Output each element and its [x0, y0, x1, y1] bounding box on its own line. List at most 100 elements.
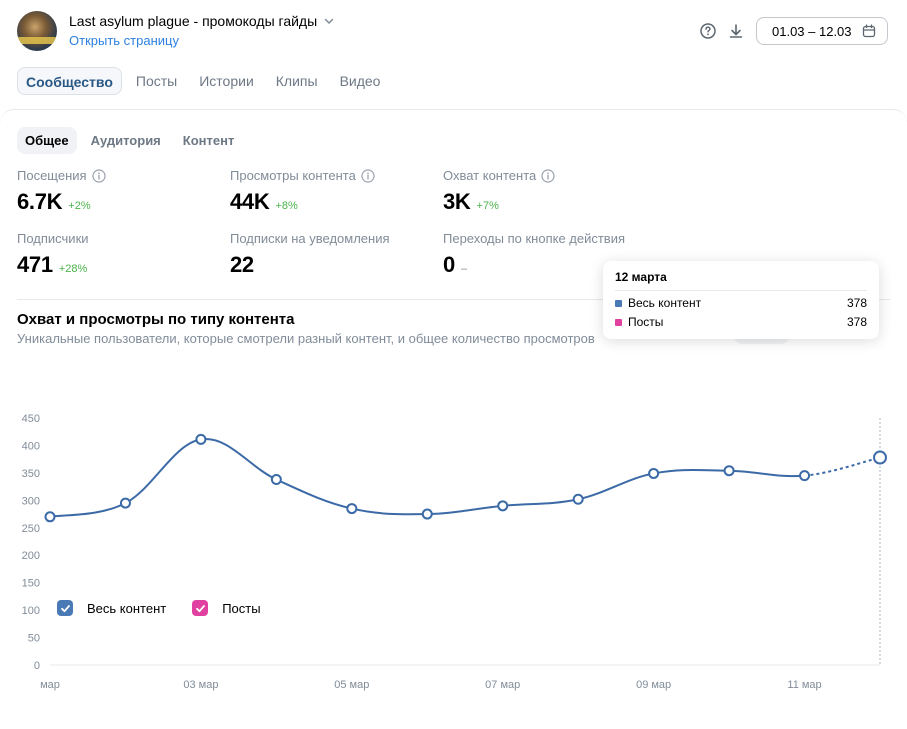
subtab-content[interactable]: Контент: [182, 133, 235, 148]
tooltip-title: 12 марта: [615, 270, 867, 291]
divider: [17, 299, 890, 300]
metric-delta: –: [460, 263, 468, 275]
info-icon[interactable]: [361, 168, 375, 183]
tooltip-row-label: Весь контент: [628, 296, 702, 310]
metric-value: 6.7K: [17, 189, 63, 214]
tab-video[interactable]: Видео: [339, 73, 381, 89]
open-page-link[interactable]: Открыть страницу: [69, 33, 179, 48]
tooltip-row-posts: Посты 378: [615, 315, 867, 329]
download-icon[interactable]: [727, 22, 745, 40]
y-tick-label: 100: [22, 605, 40, 617]
help-icon[interactable]: [699, 22, 717, 40]
metric-notification-subs: Подписки на уведомления 22: [230, 231, 390, 278]
metric-delta: +7%: [476, 200, 499, 212]
metric-action-clicks: Переходы по кнопке действия 0–: [443, 231, 625, 278]
x-tick-label: 05 мар: [334, 679, 369, 691]
metric-label: Подписки на уведомления: [230, 231, 390, 246]
main-tabs: Сообщество Посты Истории Клипы Видео: [17, 67, 394, 95]
metric-content-reach: Охват контента 3K +7%: [443, 168, 555, 215]
subtab-audience[interactable]: Аудитория: [90, 133, 161, 148]
data-point: [119, 497, 131, 509]
sub-tabs: Общее Аудитория Контент: [17, 127, 248, 154]
community-title-row[interactable]: Last asylum plague - промокоды гайды: [69, 13, 335, 29]
y-tick-label: 350: [22, 468, 40, 480]
chart-tooltip: 12 марта Весь контент 378 Посты 378: [603, 261, 879, 339]
data-point: [195, 433, 207, 445]
data-point: [799, 470, 811, 482]
metric-value: 44K: [230, 189, 270, 214]
metric-delta: +2%: [68, 200, 91, 212]
y-tick-label: 400: [22, 440, 40, 452]
data-point: [270, 473, 282, 485]
x-tick-label: 07 мар: [485, 679, 520, 691]
page-header: Last asylum plague - промокоды гайды Отк…: [0, 0, 907, 120]
metric-value: 3K: [443, 189, 471, 214]
x-tick-label: 09 мар: [636, 679, 671, 691]
y-tick-label: 300: [22, 495, 40, 507]
tooltip-row-label: Посты: [628, 315, 664, 329]
metric-visits: Посещения 6.7K +2%: [17, 168, 106, 215]
metric-label: Переходы по кнопке действия: [443, 231, 626, 246]
data-point: [346, 503, 358, 515]
community-avatar[interactable]: [17, 11, 57, 51]
tab-stories[interactable]: Истории: [199, 73, 254, 89]
tab-community[interactable]: Сообщество: [17, 67, 122, 95]
metric-value: 0: [443, 252, 455, 277]
data-point: [873, 450, 887, 465]
metric-delta: +28%: [58, 263, 88, 275]
metric-label: Посещения: [17, 168, 87, 183]
checkmark-icon: [60, 604, 70, 612]
y-tick-label: 0: [34, 660, 40, 672]
data-point: [723, 465, 735, 477]
checkbox[interactable]: [192, 600, 209, 616]
y-tick-label: 50: [28, 633, 40, 645]
metric-delta: +8%: [275, 200, 298, 212]
chart-legend: Весь контент Посты: [57, 600, 287, 616]
x-tick-label: 03 мар: [183, 679, 218, 691]
tab-posts[interactable]: Посты: [135, 73, 178, 89]
tooltip-row-all: Весь контент 378: [615, 296, 867, 310]
chart-title: Охват и просмотры по типу контента: [17, 311, 295, 328]
info-icon[interactable]: [91, 168, 106, 183]
date-range-button[interactable]: 01.03 – 12.03: [756, 17, 888, 45]
chart-subtitle: Уникальные пользователи, которые смотрел…: [17, 331, 595, 346]
legend-item-posts[interactable]: Посты: [192, 600, 261, 616]
series-line: [49, 438, 805, 518]
y-tick-label: 200: [22, 550, 40, 562]
metric-label: Охват контента: [443, 168, 537, 183]
metric-value: 22: [230, 252, 254, 277]
data-point: [497, 500, 509, 512]
x-tick-label: мар: [40, 679, 60, 691]
series-line-projected: [804, 456, 881, 477]
date-range-label: 01.03 – 12.03: [772, 23, 852, 39]
metric-content-views: Просмотры контента 44K +8%: [230, 168, 375, 215]
subtab-general[interactable]: Общее: [17, 127, 77, 154]
legend-label: Весь контент: [87, 600, 167, 616]
stats-card: Общее Аудитория Контент Посещения 6.7K +2…: [0, 109, 907, 729]
chevron-down-icon[interactable]: [323, 15, 335, 27]
data-point: [648, 467, 660, 479]
legend-item-all-content[interactable]: Весь контент: [57, 600, 166, 616]
data-point: [572, 493, 584, 505]
y-tick-label: 150: [22, 578, 40, 590]
tooltip-row-value: 378: [846, 315, 867, 329]
metric-label: Подписчики: [17, 231, 89, 246]
calendar-icon: [862, 24, 876, 38]
checkmark-icon: [195, 604, 205, 612]
community-title[interactable]: Last asylum plague - промокоды гайды: [69, 13, 318, 29]
legend-label: Посты: [222, 600, 261, 616]
legend-swatch: [615, 299, 622, 307]
metric-label: Просмотры контента: [230, 168, 356, 183]
metric-subscribers: Подписчики 471 +28%: [17, 231, 89, 278]
x-tick-label: 11 мар: [787, 679, 821, 691]
metric-value: 471: [17, 252, 53, 277]
tab-clips[interactable]: Клипы: [275, 73, 318, 89]
tooltip-row-value: 378: [846, 296, 867, 310]
legend-swatch: [615, 318, 622, 326]
data-point: [44, 511, 56, 523]
info-icon[interactable]: [541, 168, 555, 183]
y-tick-label: 450: [22, 413, 40, 425]
data-point: [421, 508, 433, 520]
checkbox[interactable]: [57, 600, 73, 616]
